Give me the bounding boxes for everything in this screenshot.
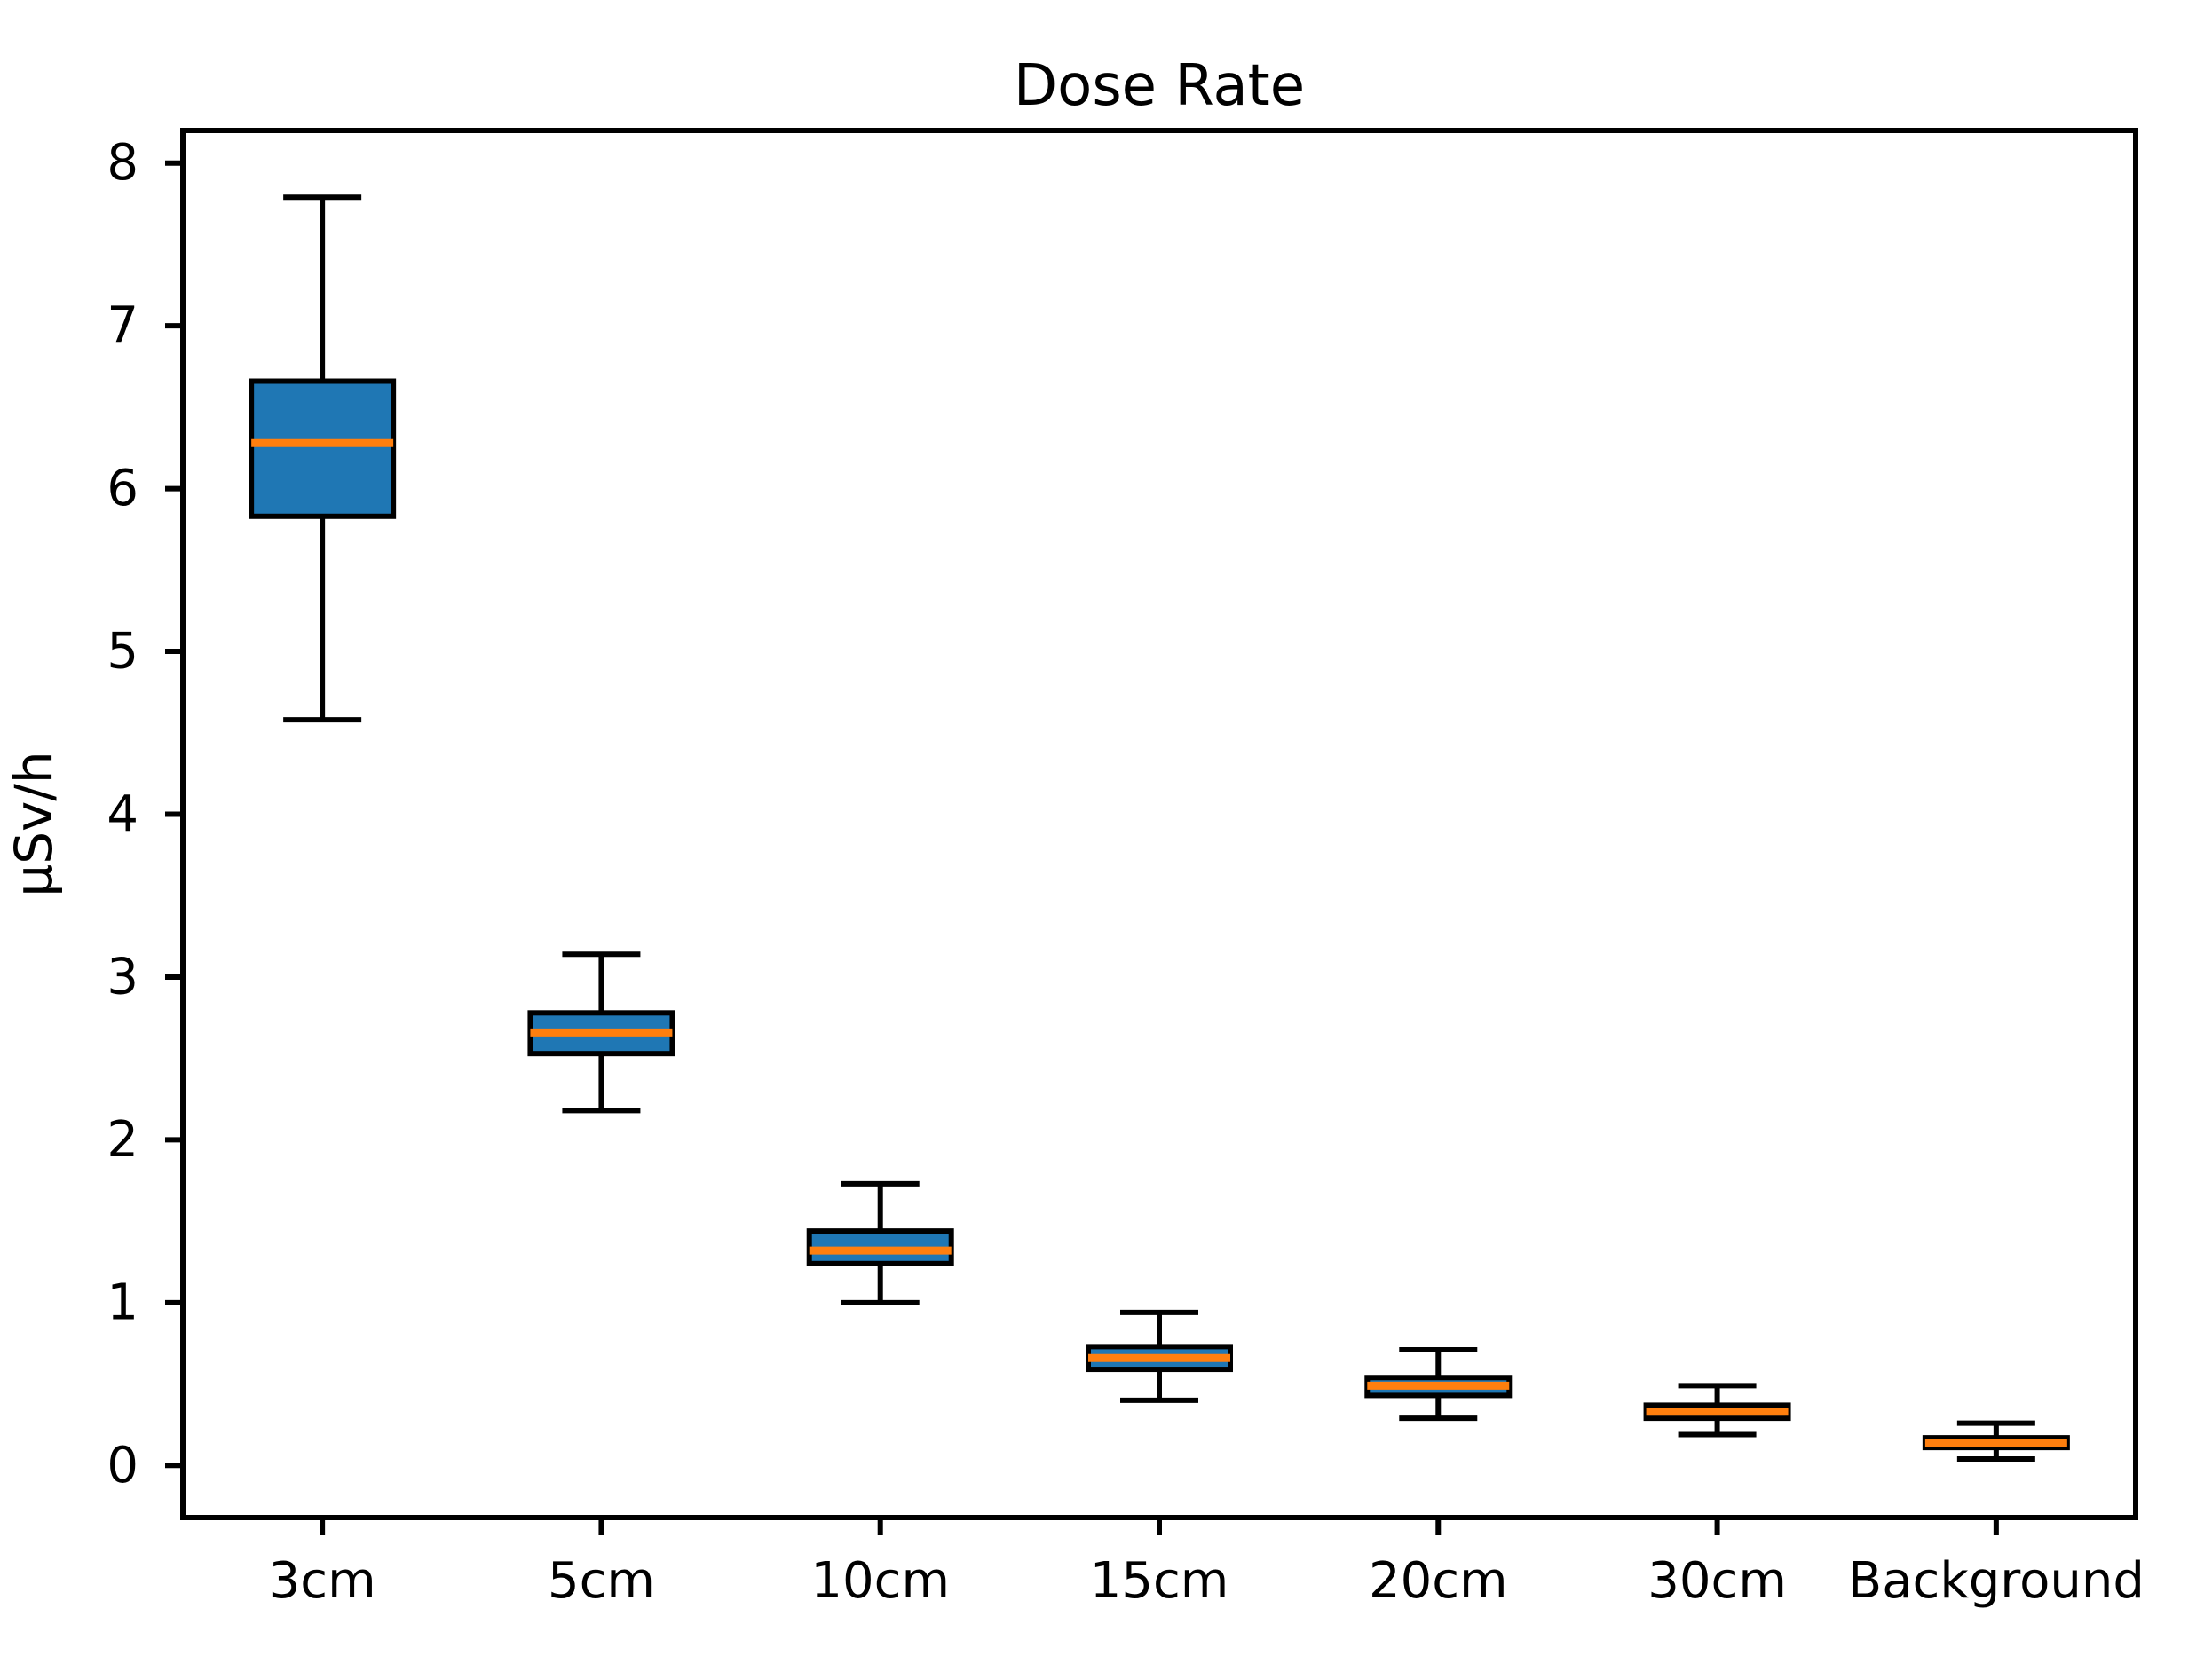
- x-tick-label: 30cm: [1647, 1552, 1787, 1610]
- iqr-box: [249, 378, 397, 519]
- box-15cm: [1086, 1309, 1233, 1403]
- x-tick-label: Background: [1848, 1552, 2145, 1610]
- y-axis-label: μSv/h: [4, 751, 64, 896]
- x-tick-label: 3cm: [269, 1552, 376, 1610]
- y-tick-label: 2: [107, 1111, 138, 1169]
- box-10cm: [806, 1180, 954, 1305]
- box-Background: [1922, 1420, 2070, 1462]
- axes-spines: [180, 128, 2138, 1520]
- box-5cm: [527, 951, 675, 1114]
- x-tick-label: 10cm: [810, 1552, 950, 1610]
- x-axis: 3cm 5cm 10cm 15cm 20cm 30cm Background: [269, 1518, 2145, 1610]
- chart-title: Dose Rate: [1014, 53, 1305, 119]
- y-tick-label: 6: [107, 460, 138, 517]
- x-tick-label: 15cm: [1090, 1552, 1229, 1610]
- y-tick-label: 0: [107, 1437, 138, 1494]
- box-3cm: [249, 194, 397, 723]
- x-tick-label: 5cm: [548, 1552, 655, 1610]
- y-tick-label: 5: [107, 623, 138, 681]
- x-tick-label: 20cm: [1369, 1552, 1508, 1610]
- y-tick-label: 4: [107, 785, 138, 843]
- y-tick-label: 7: [107, 297, 138, 355]
- y-tick-label: 8: [107, 134, 138, 192]
- box-20cm: [1364, 1347, 1513, 1422]
- y-axis: 0 1 2 3 4 5 6 7 8: [107, 134, 183, 1494]
- y-tick-label: 3: [107, 948, 138, 1005]
- y-tick-label: 1: [107, 1274, 138, 1331]
- box-30cm: [1643, 1383, 1791, 1438]
- boxplot-series: [249, 194, 2070, 1462]
